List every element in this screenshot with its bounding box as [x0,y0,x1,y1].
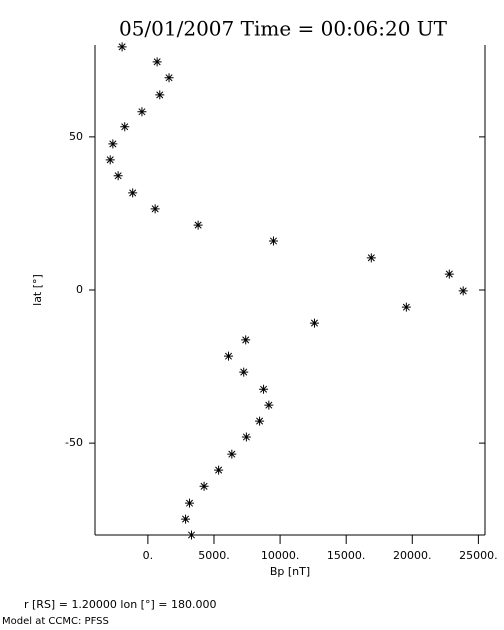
point [259,384,269,394]
point [224,351,234,361]
point [444,269,454,279]
annotation: Model at CCMC: PFSS [2,616,109,627]
point [214,465,224,475]
chart-title: 05/01/2007 Time = 00:06:20 UT [119,17,448,41]
point [309,318,319,328]
y-tick-label: -50 [65,436,83,449]
point [150,204,160,214]
x-tick-label: 10000. [261,549,300,562]
x-tick-label: 15000. [327,549,366,562]
point [199,481,209,491]
point [113,171,123,181]
point [241,335,251,345]
point [137,107,147,117]
point [458,286,468,296]
point [152,57,162,67]
point [181,514,191,524]
point [164,73,174,83]
point [128,188,138,198]
x-tick-label: 0. [143,549,154,562]
point [366,253,376,263]
point [155,90,165,100]
x-tick-label: 5000. [198,549,230,562]
x-axis-label: Bp [nT] [270,565,310,578]
point [227,449,237,459]
point [117,42,127,52]
point [255,416,265,426]
point [241,432,251,442]
annotation: r [RS] = 1.20000 lon [°] = 180.000 [24,598,216,611]
point [193,220,203,230]
point [239,367,249,377]
point [108,139,118,149]
y-tick-label: 50 [69,130,83,143]
x-tick-label: 20000. [393,549,432,562]
y-axis-label: lat [°] [31,274,44,306]
point [264,400,274,410]
y-tick-label: 0 [76,283,83,296]
point [401,302,411,312]
point [268,236,278,246]
x-tick-label: 25000. [459,549,498,562]
point [105,155,115,165]
point [120,122,130,132]
point [187,530,197,540]
point [185,498,195,508]
